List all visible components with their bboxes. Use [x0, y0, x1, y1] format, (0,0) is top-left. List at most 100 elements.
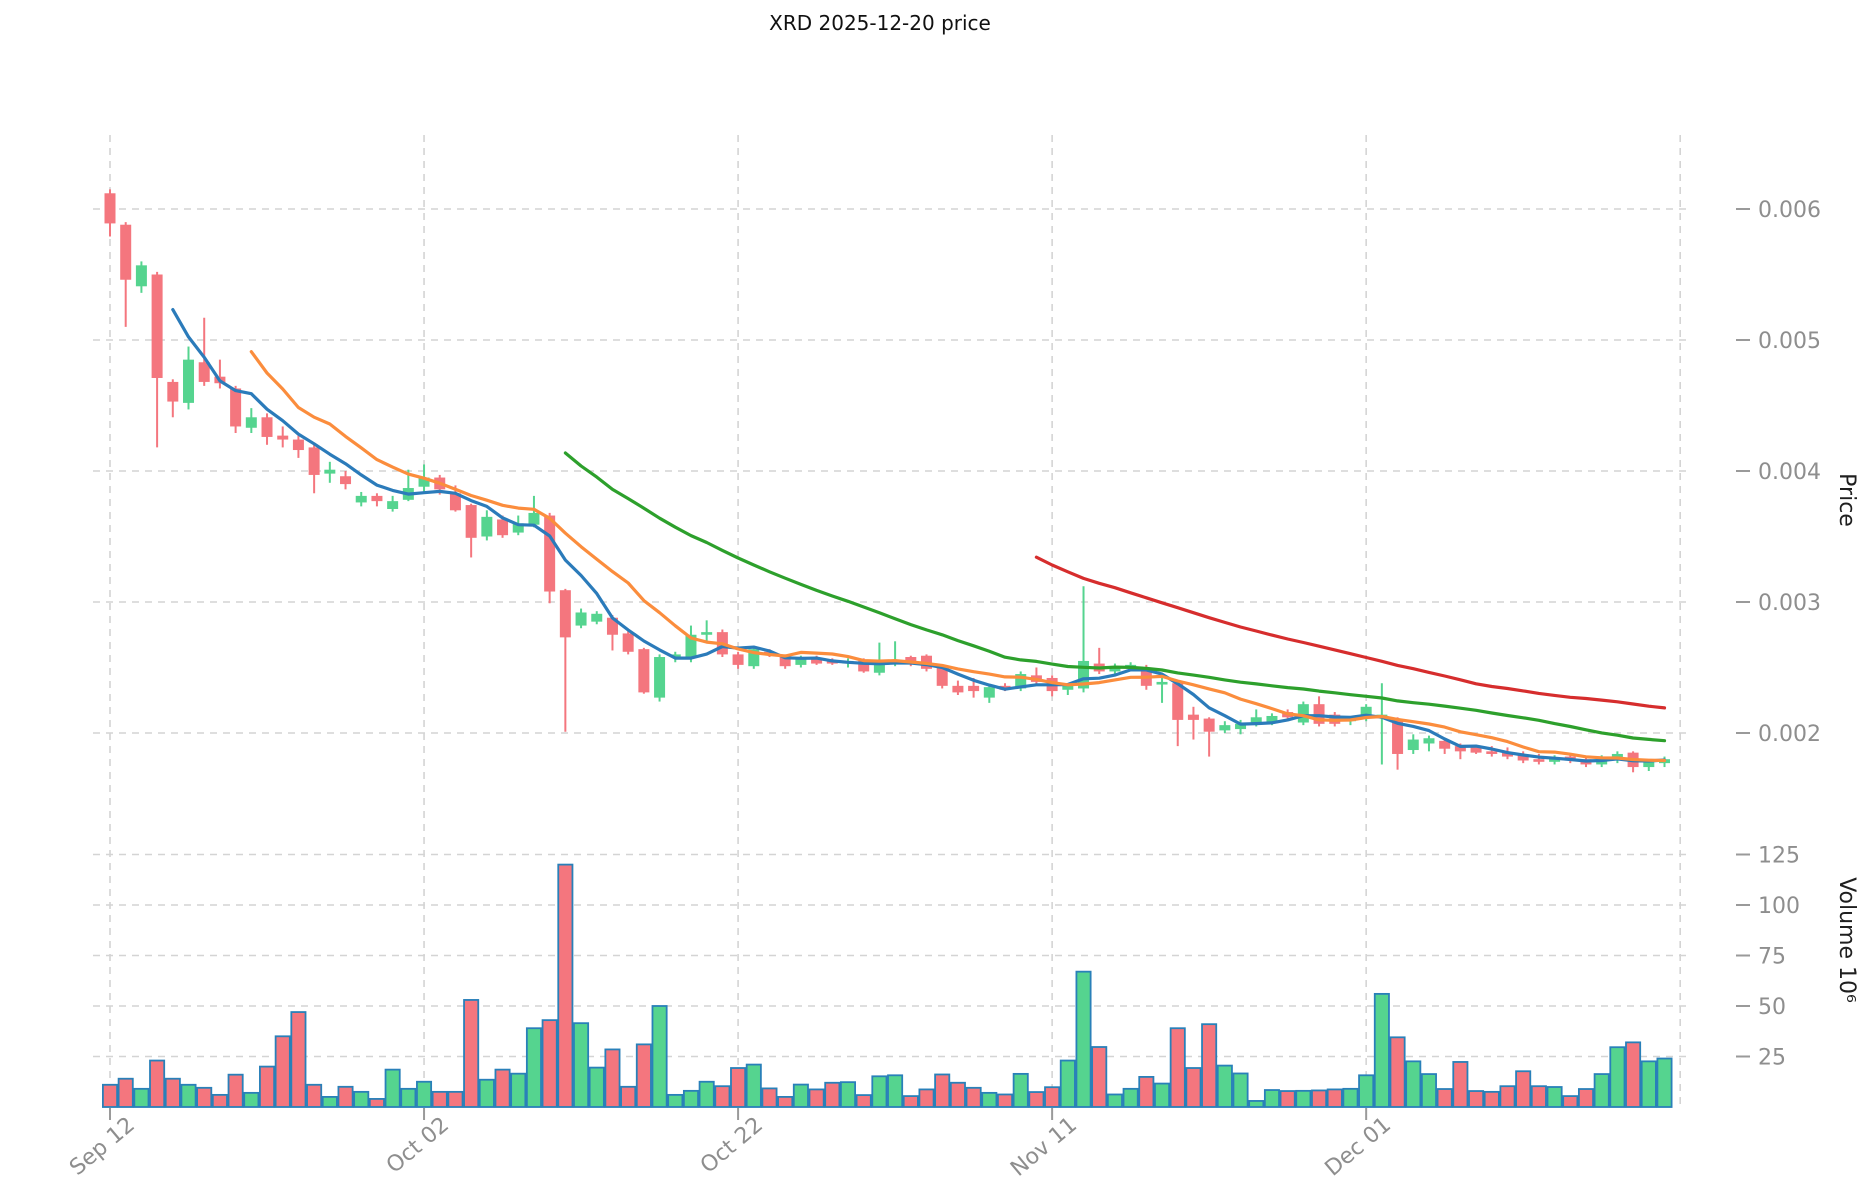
- candle-body: [654, 657, 666, 698]
- candle-body: [1219, 725, 1231, 731]
- candle-body: [1533, 759, 1545, 762]
- candle-body: [1266, 715, 1278, 723]
- volume-bar: [667, 1093, 684, 1108]
- candle-body: [1517, 755, 1529, 761]
- candle-body: [1297, 704, 1309, 723]
- candle-body: [1486, 751, 1498, 754]
- volume-bar: [777, 1096, 794, 1108]
- volume-bar: [1216, 1064, 1233, 1108]
- volume-bar: [243, 1091, 260, 1108]
- candle-body: [151, 274, 163, 378]
- candle-body: [1109, 666, 1121, 672]
- candle-body: [748, 649, 760, 667]
- candle-body: [1156, 681, 1168, 685]
- volume-bar: [1342, 1087, 1359, 1108]
- volume-bar: [259, 1065, 276, 1108]
- volume-bar: [1420, 1073, 1437, 1108]
- candle-body: [481, 516, 493, 537]
- candle-body: [292, 439, 304, 451]
- volume-axis-title: Volume 10⁶: [1834, 877, 1859, 1003]
- price-tick-label: 0.005: [1758, 329, 1821, 354]
- volume-bar: [274, 1035, 291, 1108]
- candle-body: [873, 659, 885, 673]
- volume-tick-label: 75: [1758, 945, 1786, 970]
- price-tick-label: 0.006: [1758, 198, 1821, 223]
- candle-body: [512, 523, 524, 533]
- price-tick-label: 0.004: [1758, 460, 1821, 485]
- volume-bar: [1059, 1059, 1076, 1108]
- volume-bar: [1295, 1089, 1312, 1108]
- chart-title: XRD 2025-12-20 price: [769, 11, 991, 35]
- volume-bar: [887, 1074, 904, 1108]
- volume-bar: [761, 1087, 778, 1108]
- volume-bar: [792, 1083, 809, 1108]
- volume-bar: [965, 1086, 982, 1108]
- volume-bar: [541, 1019, 558, 1108]
- candle-body: [1203, 718, 1215, 732]
- candle-body: [1407, 739, 1419, 751]
- volume-bar: [1499, 1085, 1516, 1108]
- volume-bar: [698, 1080, 715, 1108]
- volume-bar: [525, 1027, 542, 1108]
- volume-bar: [368, 1098, 385, 1108]
- candle-body: [135, 265, 147, 287]
- candle-body: [261, 417, 273, 437]
- volume-series: [102, 863, 1673, 1108]
- candle-body: [418, 477, 430, 487]
- volume-bar: [808, 1088, 825, 1108]
- volume-bar: [1609, 1046, 1626, 1108]
- volume-bar: [871, 1075, 888, 1108]
- volume-bar: [321, 1096, 338, 1108]
- volume-bar: [306, 1083, 323, 1108]
- volume-bar: [730, 1067, 747, 1108]
- volume-bar: [902, 1095, 919, 1108]
- volume-bar: [196, 1086, 213, 1108]
- volume-tick-label: 25: [1758, 1046, 1786, 1071]
- volume-bar: [1373, 992, 1390, 1108]
- candle-body: [1549, 757, 1561, 762]
- volume-bar: [573, 1022, 590, 1108]
- ma-line-10: [249, 350, 1667, 763]
- candle-body: [983, 687, 995, 698]
- candle-body: [104, 193, 116, 224]
- candle-body: [936, 667, 948, 686]
- candle-body: [559, 590, 571, 638]
- volume-bar: [463, 999, 480, 1108]
- volume-bar: [1483, 1090, 1500, 1108]
- candle-body: [449, 493, 461, 511]
- volume-tick-label: 125: [1758, 844, 1800, 869]
- candle-body: [905, 657, 917, 664]
- volume-bar: [949, 1081, 966, 1108]
- volume-bar: [1138, 1076, 1155, 1108]
- candle-body: [685, 634, 697, 658]
- candle-body: [528, 512, 540, 525]
- candle-body: [387, 501, 399, 509]
- volume-bar: [682, 1089, 699, 1108]
- candle-body: [811, 658, 823, 664]
- volume-bar: [1452, 1061, 1469, 1108]
- volume-bar: [1577, 1088, 1594, 1108]
- candle-body: [858, 660, 870, 672]
- candle-body: [308, 447, 320, 475]
- volume-bar: [1562, 1095, 1579, 1108]
- candle-body: [795, 657, 807, 665]
- price-tick-label: 0.002: [1758, 722, 1821, 747]
- candle-body: [230, 388, 242, 427]
- candle-body: [544, 515, 556, 592]
- candle-body: [952, 685, 964, 693]
- candle-body: [622, 633, 634, 652]
- volume-bar: [855, 1094, 872, 1108]
- volume-bar: [117, 1077, 134, 1108]
- candle-body: [701, 632, 713, 635]
- volume-bar: [1640, 1060, 1657, 1108]
- volume-bar: [1326, 1088, 1343, 1108]
- volume-bar: [149, 1059, 166, 1108]
- volume-bar: [604, 1048, 621, 1108]
- volume-bar: [290, 1011, 307, 1108]
- volume-bar: [1656, 1057, 1673, 1108]
- ma-line-60: [1034, 555, 1667, 710]
- volume-bar: [1028, 1091, 1045, 1108]
- candle-body: [1015, 674, 1027, 689]
- candle-body: [1187, 714, 1199, 720]
- volume-bar: [1625, 1041, 1642, 1108]
